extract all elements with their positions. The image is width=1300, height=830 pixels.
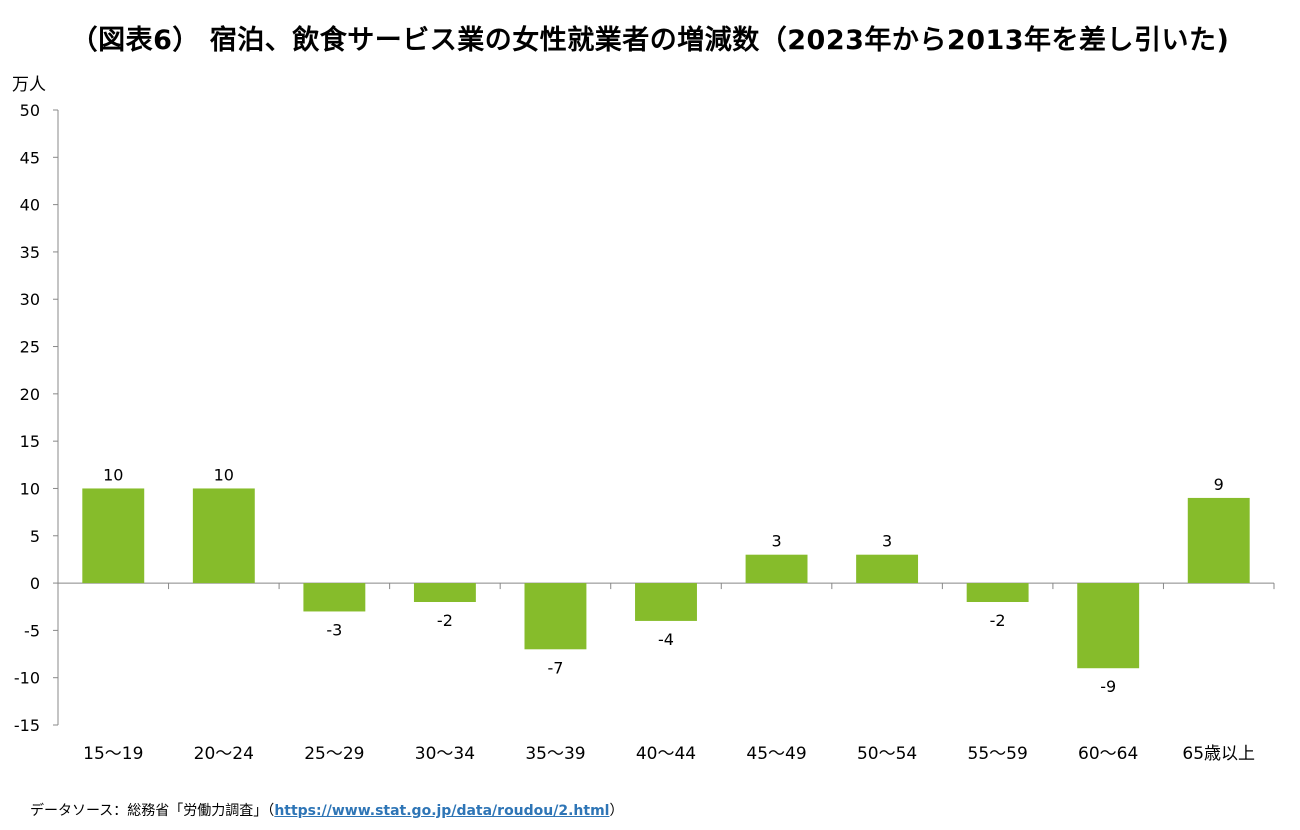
y-tick-label: 10: [20, 479, 40, 498]
x-tick-label: 50〜54: [857, 744, 917, 764]
y-tick-label: 50: [20, 101, 40, 120]
y-tick-label: 0: [30, 574, 40, 593]
bar: [856, 554, 919, 584]
source-suffix: ）: [609, 803, 624, 819]
x-tick-label: 55〜59: [968, 744, 1028, 764]
data-label: 10: [214, 465, 234, 484]
data-label: -3: [326, 620, 342, 639]
bar: [524, 583, 587, 650]
chart-title: （図表6） 宿泊、飲食サービス業の女性就業者の増減数（2023年から2013年を…: [70, 25, 1230, 56]
x-tick-label: 45〜49: [746, 744, 806, 764]
bar: [82, 488, 145, 584]
data-label: -2: [990, 611, 1006, 630]
x-tick-label: 15〜19: [83, 744, 143, 764]
bar: [1187, 497, 1250, 584]
y-tick-label: 5: [30, 527, 40, 546]
y-tick-label: -5: [24, 621, 40, 640]
x-tick-label: 40〜44: [636, 744, 696, 764]
source-link[interactable]: https://www.stat.go.jp/data/roudou/2.htm…: [274, 803, 610, 819]
y-tick-label: -10: [14, 669, 40, 688]
bar: [745, 554, 808, 584]
bar: [635, 583, 697, 621]
y-tick-label: 40: [20, 196, 40, 215]
data-label: 9: [1214, 475, 1224, 494]
y-tick-label: 25: [20, 338, 40, 357]
y-tick-label: 15: [20, 432, 40, 451]
x-tick-label: 65歳以上: [1182, 744, 1255, 764]
y-axis-unit-label: 万人: [12, 75, 46, 95]
y-tick-label: 45: [20, 148, 40, 167]
bar: [413, 583, 476, 602]
y-tick-label: 35: [20, 243, 40, 262]
x-tick-label: 35〜39: [525, 744, 585, 764]
data-label: 3: [882, 532, 892, 551]
x-tick-label: 60〜64: [1078, 744, 1138, 764]
bar: [303, 583, 366, 612]
bar: [1077, 583, 1140, 669]
data-label: -4: [658, 630, 674, 649]
data-label: -7: [547, 658, 563, 677]
y-tick-label: 20: [20, 385, 40, 404]
data-label: 3: [771, 532, 781, 551]
y-tick-label: 30: [20, 290, 40, 309]
bar: [192, 488, 255, 584]
data-source-note: データソース：総務省「労働力調査」（https://www.stat.go.jp…: [30, 800, 623, 820]
y-tick-label: -15: [14, 716, 40, 735]
bar: [966, 583, 1029, 602]
data-label: -2: [437, 611, 453, 630]
x-tick-label: 25〜29: [304, 744, 364, 764]
x-tick-label: 30〜34: [415, 744, 475, 764]
x-tick-label: 20〜24: [194, 744, 254, 764]
data-label: -9: [1100, 677, 1116, 696]
data-label: 10: [103, 465, 123, 484]
source-prefix: データソース：総務省「労働力調査」（: [30, 803, 275, 819]
